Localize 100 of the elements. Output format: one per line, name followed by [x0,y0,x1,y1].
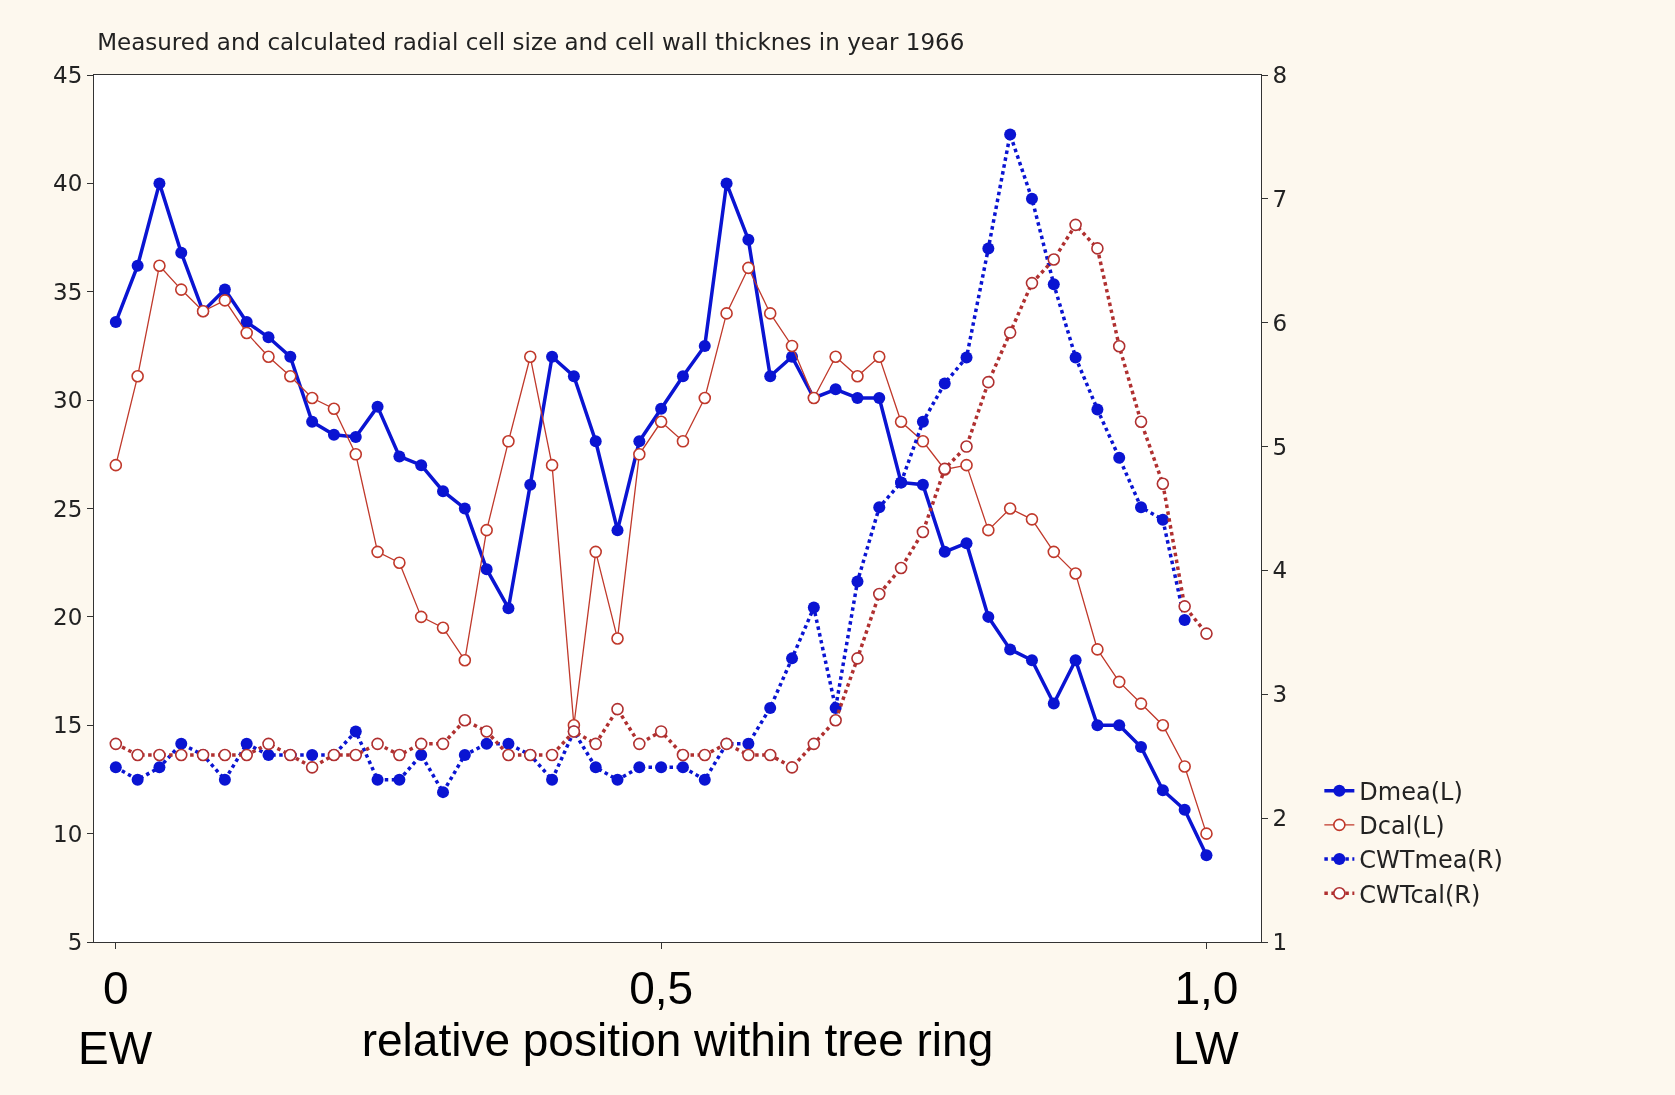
x-tick-label: 0 [103,962,129,1015]
point [349,748,363,762]
point [1178,803,1191,816]
point [349,448,363,461]
point [284,369,297,383]
y-tick-label: 5 [67,929,83,956]
point [371,737,384,751]
point [218,294,232,307]
point [524,478,537,491]
point [284,350,297,363]
y2-tick-label: 3 [1272,681,1288,708]
point [458,502,471,515]
point [1025,276,1039,290]
point [502,737,515,750]
point [960,458,973,472]
point [894,415,908,429]
point [546,773,559,786]
point [633,737,646,751]
legend-label: Dmea(L) [1359,778,1463,807]
point [262,331,275,344]
point [763,307,777,320]
point [415,459,428,472]
point [916,525,930,539]
point [175,737,188,750]
point [502,748,515,762]
point [633,761,646,774]
point [698,391,712,405]
point [655,402,668,415]
y2-tick-label: 5 [1272,433,1288,460]
point [502,602,515,615]
point [698,339,711,352]
point [480,563,493,576]
point [742,233,755,246]
point [1200,827,1213,840]
point [414,610,428,624]
point [763,748,777,762]
point [480,523,493,537]
point [523,350,537,364]
point [938,545,951,558]
point [437,485,450,498]
y2-tick-label: 7 [1272,185,1288,212]
point [567,370,580,383]
point [371,773,384,786]
point [589,545,602,559]
point [1200,627,1213,640]
point [393,773,406,786]
point [327,402,341,416]
point [1178,600,1191,613]
point [720,177,733,190]
point [611,632,624,645]
point [1156,718,1170,732]
point [153,177,166,190]
point [982,242,995,255]
point [458,653,472,667]
x-axis-title: relative position within tree ring [361,1014,994,1067]
point [894,561,908,575]
point [633,435,646,448]
point [654,415,668,429]
point [1004,643,1017,656]
point [1200,849,1213,862]
point [109,737,123,751]
point [436,621,450,635]
y-tick-label: 15 [53,712,83,739]
point [1069,654,1082,667]
y-tick-label: 10 [53,820,83,847]
point [240,737,253,750]
point [873,501,886,514]
y-tick-label: 40 [53,170,83,197]
point [916,415,929,428]
point [872,350,886,364]
point [764,701,777,714]
point [633,448,646,461]
point [1091,403,1104,416]
point [676,761,689,774]
point [1113,719,1126,732]
point [829,714,842,727]
point [1156,784,1169,797]
point [1047,545,1061,559]
point [1047,253,1061,266]
point [764,370,777,383]
point [1134,415,1148,429]
legend-label: CWTmea(R) [1359,846,1503,875]
point [1003,326,1017,339]
point [414,737,428,751]
point [327,428,340,441]
legend-label: Dcal(L) [1359,812,1445,841]
point [807,601,820,614]
y2-tick-label: 8 [1272,62,1288,89]
point [1047,278,1060,291]
point [720,307,733,320]
point [262,350,275,364]
point [218,773,231,786]
point [851,575,864,588]
point [153,761,166,774]
point [589,435,602,448]
y2-tick-label: 6 [1272,309,1288,336]
point [1156,477,1170,491]
point [655,761,668,774]
point [174,748,188,762]
point [960,351,973,364]
